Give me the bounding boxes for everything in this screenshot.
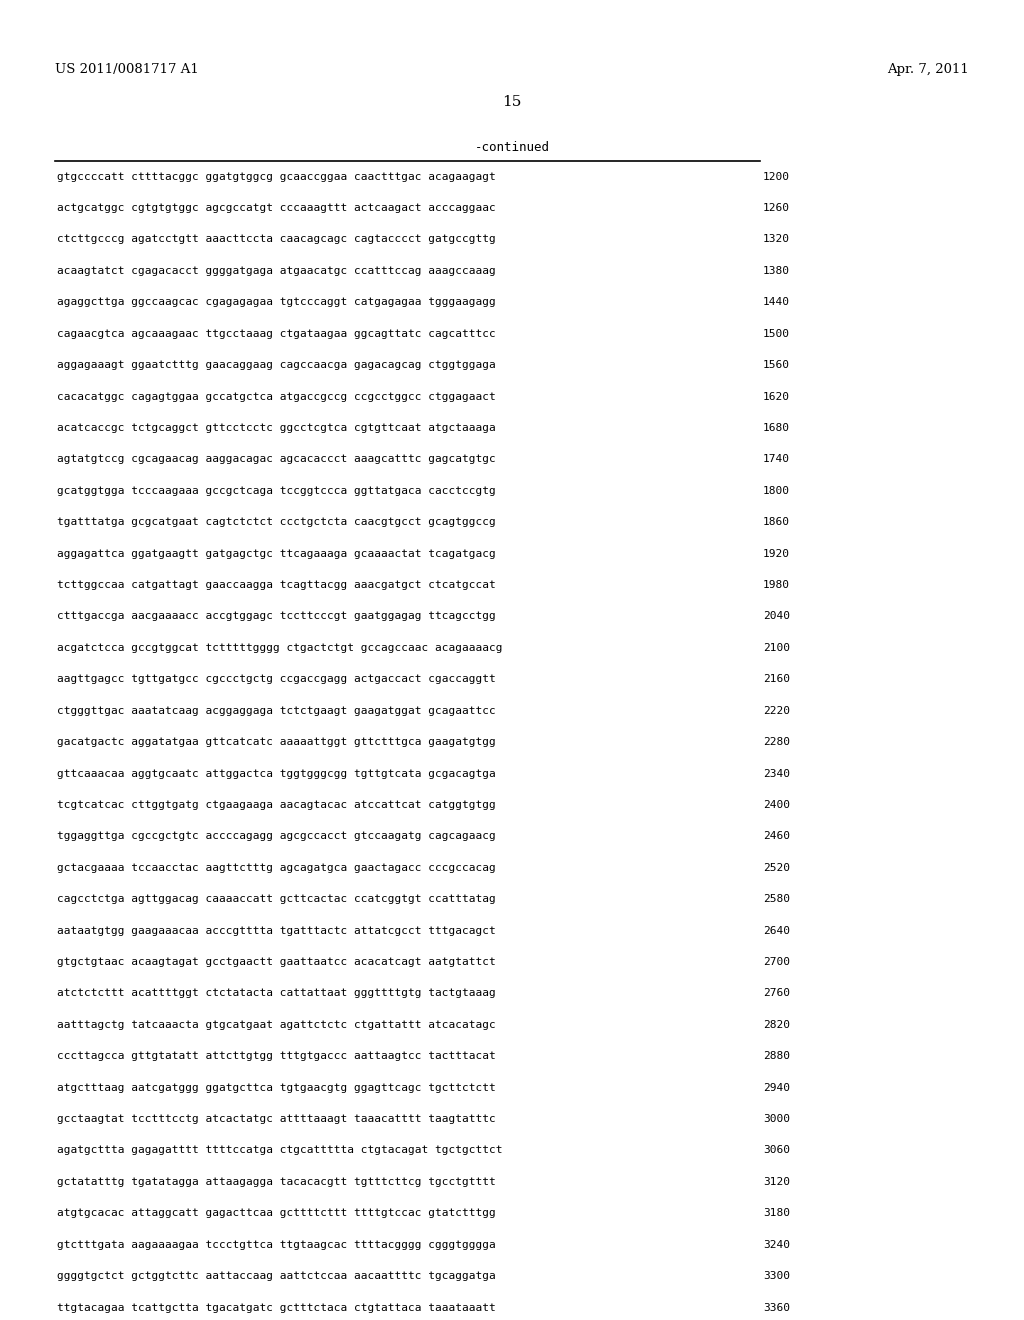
Text: 1560: 1560 bbox=[763, 360, 790, 370]
Text: aatttagctg tatcaaacta gtgcatgaat agattctctc ctgattattt atcacatagc: aatttagctg tatcaaacta gtgcatgaat agattct… bbox=[57, 1020, 496, 1030]
Text: aggagaaagt ggaatctttg gaacaggaag cagccaacga gagacagcag ctggtggaga: aggagaaagt ggaatctttg gaacaggaag cagccaa… bbox=[57, 360, 496, 370]
Text: Apr. 7, 2011: Apr. 7, 2011 bbox=[887, 63, 969, 77]
Text: ctttgaccga aacgaaaacc accgtggagc tccttcccgt gaatggagag ttcagcctgg: ctttgaccga aacgaaaacc accgtggagc tccttcc… bbox=[57, 611, 496, 622]
Text: 3240: 3240 bbox=[763, 1239, 790, 1250]
Text: gttcaaacaa aggtgcaatc attggactca tggtgggcgg tgttgtcata gcgacagtga: gttcaaacaa aggtgcaatc attggactca tggtggg… bbox=[57, 768, 496, 779]
Text: 1260: 1260 bbox=[763, 203, 790, 213]
Text: atgctttaag aatcgatggg ggatgcttca tgtgaacgtg ggagttcagc tgcttctctt: atgctttaag aatcgatggg ggatgcttca tgtgaac… bbox=[57, 1082, 496, 1093]
Text: gtgccccatt cttttacggc ggatgtggcg gcaaccggaa caactttgac acagaagagt: gtgccccatt cttttacggc ggatgtggcg gcaaccg… bbox=[57, 172, 496, 182]
Text: 2760: 2760 bbox=[763, 989, 790, 998]
Text: cccttagcca gttgtatatt attcttgtgg tttgtgaccc aattaagtcc tactttacat: cccttagcca gttgtatatt attcttgtgg tttgtga… bbox=[57, 1051, 496, 1061]
Text: tcttggccaa catgattagt gaaccaagga tcagttacgg aaacgatgct ctcatgccat: tcttggccaa catgattagt gaaccaagga tcagtta… bbox=[57, 579, 496, 590]
Text: agaggcttga ggccaagcac cgagagagaa tgtcccaggt catgagagaa tgggaagagg: agaggcttga ggccaagcac cgagagagaa tgtccca… bbox=[57, 297, 496, 308]
Text: ttgtacagaa tcattgctta tgacatgatc gctttctaca ctgtattaca taaataaatt: ttgtacagaa tcattgctta tgacatgatc gctttct… bbox=[57, 1303, 496, 1312]
Text: gctacgaaaa tccaacctac aagttctttg agcagatgca gaactagacc cccgccacag: gctacgaaaa tccaacctac aagttctttg agcagat… bbox=[57, 863, 496, 873]
Text: 1320: 1320 bbox=[763, 235, 790, 244]
Text: 1440: 1440 bbox=[763, 297, 790, 308]
Text: 3300: 3300 bbox=[763, 1271, 790, 1282]
Text: 2460: 2460 bbox=[763, 832, 790, 841]
Text: aataatgtgg gaagaaacaa acccgtttta tgatttactc attatcgcct tttgacagct: aataatgtgg gaagaaacaa acccgtttta tgattta… bbox=[57, 925, 496, 936]
Text: aggagattca ggatgaagtt gatgagctgc ttcagaaaga gcaaaactat tcagatgacg: aggagattca ggatgaagtt gatgagctgc ttcagaa… bbox=[57, 549, 496, 558]
Text: gtgctgtaac acaagtagat gcctgaactt gaattaatcc acacatcagt aatgtattct: gtgctgtaac acaagtagat gcctgaactt gaattaa… bbox=[57, 957, 496, 968]
Text: tcgtcatcac cttggtgatg ctgaagaaga aacagtacac atccattcat catggtgtgg: tcgtcatcac cttggtgatg ctgaagaaga aacagta… bbox=[57, 800, 496, 810]
Text: acaagtatct cgagacacct ggggatgaga atgaacatgc ccatttccag aaagccaaag: acaagtatct cgagacacct ggggatgaga atgaaca… bbox=[57, 265, 496, 276]
Text: cagaacgtca agcaaagaac ttgcctaaag ctgataagaa ggcagttatc cagcatttcc: cagaacgtca agcaaagaac ttgcctaaag ctgataa… bbox=[57, 329, 496, 339]
Text: acatcaccgc tctgcaggct gttcctcctc ggcctcgtca cgtgttcaat atgctaaaga: acatcaccgc tctgcaggct gttcctcctc ggcctcg… bbox=[57, 422, 496, 433]
Text: 3180: 3180 bbox=[763, 1208, 790, 1218]
Text: tgatttatga gcgcatgaat cagtctctct ccctgctcta caacgtgcct gcagtggccg: tgatttatga gcgcatgaat cagtctctct ccctgct… bbox=[57, 517, 496, 527]
Text: US 2011/0081717 A1: US 2011/0081717 A1 bbox=[55, 63, 199, 77]
Text: 1800: 1800 bbox=[763, 486, 790, 496]
Text: 3000: 3000 bbox=[763, 1114, 790, 1125]
Text: 1860: 1860 bbox=[763, 517, 790, 527]
Text: 2400: 2400 bbox=[763, 800, 790, 810]
Text: 3120: 3120 bbox=[763, 1177, 790, 1187]
Text: cacacatggc cagagtggaa gccatgctca atgaccgccg ccgcctggcc ctggagaact: cacacatggc cagagtggaa gccatgctca atgaccg… bbox=[57, 392, 496, 401]
Text: 2100: 2100 bbox=[763, 643, 790, 653]
Text: 2580: 2580 bbox=[763, 894, 790, 904]
Text: 1200: 1200 bbox=[763, 172, 790, 182]
Text: ctgggttgac aaatatcaag acggaggaga tctctgaagt gaagatggat gcagaattcc: ctgggttgac aaatatcaag acggaggaga tctctga… bbox=[57, 706, 496, 715]
Text: 2640: 2640 bbox=[763, 925, 790, 936]
Text: 2520: 2520 bbox=[763, 863, 790, 873]
Text: gcatggtgga tcccaagaaa gccgctcaga tccggtccca ggttatgaca cacctccgtg: gcatggtgga tcccaagaaa gccgctcaga tccggtc… bbox=[57, 486, 496, 496]
Text: 3360: 3360 bbox=[763, 1303, 790, 1312]
Text: 15: 15 bbox=[503, 95, 521, 110]
Text: atctctcttt acattttggt ctctatacta cattattaat gggttttgtg tactgtaaag: atctctcttt acattttggt ctctatacta cattatt… bbox=[57, 989, 496, 998]
Text: 2880: 2880 bbox=[763, 1051, 790, 1061]
Text: 1680: 1680 bbox=[763, 422, 790, 433]
Text: actgcatggc cgtgtgtggc agcgccatgt cccaaagttt actcaagact acccaggaac: actgcatggc cgtgtgtggc agcgccatgt cccaaag… bbox=[57, 203, 496, 213]
Text: atgtgcacac attaggcatt gagacttcaa gcttttcttt ttttgtccac gtatctttgg: atgtgcacac attaggcatt gagacttcaa gcttttc… bbox=[57, 1208, 496, 1218]
Text: 2220: 2220 bbox=[763, 706, 790, 715]
Text: 1740: 1740 bbox=[763, 454, 790, 465]
Text: agatgcttta gagagatttt ttttccatga ctgcattttta ctgtacagat tgctgcttct: agatgcttta gagagatttt ttttccatga ctgcatt… bbox=[57, 1146, 503, 1155]
Text: agtatgtccg cgcagaacag aaggacagac agcacaccct aaagcatttc gagcatgtgc: agtatgtccg cgcagaacag aaggacagac agcacac… bbox=[57, 454, 496, 465]
Text: gacatgactc aggatatgaa gttcatcatc aaaaattggt gttctttgca gaagatgtgg: gacatgactc aggatatgaa gttcatcatc aaaaatt… bbox=[57, 737, 496, 747]
Text: 2040: 2040 bbox=[763, 611, 790, 622]
Text: 2940: 2940 bbox=[763, 1082, 790, 1093]
Text: acgatctcca gccgtggcat tctttttgggg ctgactctgt gccagccaac acagaaaacg: acgatctcca gccgtggcat tctttttgggg ctgact… bbox=[57, 643, 503, 653]
Text: tggaggttga cgccgctgtc accccagagg agcgccacct gtccaagatg cagcagaacg: tggaggttga cgccgctgtc accccagagg agcgcca… bbox=[57, 832, 496, 841]
Text: 2280: 2280 bbox=[763, 737, 790, 747]
Text: -continued: -continued bbox=[474, 141, 550, 154]
Text: cagcctctga agttggacag caaaaccatt gcttcactac ccatcggtgt ccatttatag: cagcctctga agttggacag caaaaccatt gcttcac… bbox=[57, 894, 496, 904]
Text: 2160: 2160 bbox=[763, 675, 790, 684]
Text: gcctaagtat tcctttcctg atcactatgc attttaaagt taaacatttt taagtatttc: gcctaagtat tcctttcctg atcactatgc attttaa… bbox=[57, 1114, 496, 1125]
Text: 2700: 2700 bbox=[763, 957, 790, 968]
Text: 1500: 1500 bbox=[763, 329, 790, 339]
Text: ggggtgctct gctggtcttc aattaccaag aattctccaa aacaattttc tgcaggatga: ggggtgctct gctggtcttc aattaccaag aattctc… bbox=[57, 1271, 496, 1282]
Text: 1620: 1620 bbox=[763, 392, 790, 401]
Text: gtctttgata aagaaaagaa tccctgttca ttgtaagcac ttttacgggg cgggtgggga: gtctttgata aagaaaagaa tccctgttca ttgtaag… bbox=[57, 1239, 496, 1250]
Text: 1380: 1380 bbox=[763, 265, 790, 276]
Text: 1980: 1980 bbox=[763, 579, 790, 590]
Text: gctatatttg tgatatagga attaagagga tacacacgtt tgtttcttcg tgcctgtttt: gctatatttg tgatatagga attaagagga tacacac… bbox=[57, 1177, 496, 1187]
Text: aagttgagcc tgttgatgcc cgccctgctg ccgaccgagg actgaccact cgaccaggtt: aagttgagcc tgttgatgcc cgccctgctg ccgaccg… bbox=[57, 675, 496, 684]
Text: 1920: 1920 bbox=[763, 549, 790, 558]
Text: ctcttgcccg agatcctgtt aaacttccta caacagcagc cagtacccct gatgccgttg: ctcttgcccg agatcctgtt aaacttccta caacagc… bbox=[57, 235, 496, 244]
Text: 2340: 2340 bbox=[763, 768, 790, 779]
Text: 2820: 2820 bbox=[763, 1020, 790, 1030]
Text: 3060: 3060 bbox=[763, 1146, 790, 1155]
